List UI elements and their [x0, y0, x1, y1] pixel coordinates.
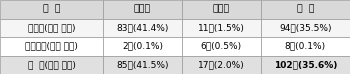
Bar	[261, 18, 350, 37]
Text: 6사(0.5%): 6사(0.5%)	[201, 42, 242, 51]
Bar	[103, 0, 182, 18]
Bar	[261, 37, 350, 56]
Text: 2사(0.1%): 2사(0.1%)	[122, 42, 163, 51]
Bar	[0, 56, 103, 74]
Bar	[103, 18, 182, 37]
Bar	[182, 18, 261, 37]
Text: 합  계: 합 계	[297, 5, 314, 14]
Bar	[182, 56, 261, 74]
Text: 구  분: 구 분	[43, 5, 60, 14]
Text: 85사(41.5%): 85사(41.5%)	[116, 60, 169, 69]
Text: 94사(35.5%): 94사(35.5%)	[279, 23, 332, 32]
Text: 102사(35.6%): 102사(35.6%)	[274, 60, 337, 69]
Bar	[0, 0, 103, 18]
Bar	[182, 37, 261, 56]
Text: 본공시(시총 비중): 본공시(시총 비중)	[28, 23, 75, 32]
Bar	[103, 56, 182, 74]
Text: 예고공시(시총 비중): 예고공시(시총 비중)	[25, 42, 78, 51]
Text: 11사(1.5%): 11사(1.5%)	[198, 23, 245, 32]
Bar	[182, 0, 261, 18]
Text: 17사(2.0%): 17사(2.0%)	[198, 60, 245, 69]
Text: 8사(0.1%): 8사(0.1%)	[285, 42, 326, 51]
Bar	[261, 56, 350, 74]
Text: 83사(41.4%): 83사(41.4%)	[117, 23, 169, 32]
Text: 코스닥: 코스닥	[213, 5, 230, 14]
Bar	[0, 18, 103, 37]
Text: 코스피: 코스피	[134, 5, 151, 14]
Bar	[103, 37, 182, 56]
Bar	[261, 0, 350, 18]
Text: 합  계(시총 비중): 합 계(시총 비중)	[28, 60, 76, 69]
Bar	[0, 37, 103, 56]
